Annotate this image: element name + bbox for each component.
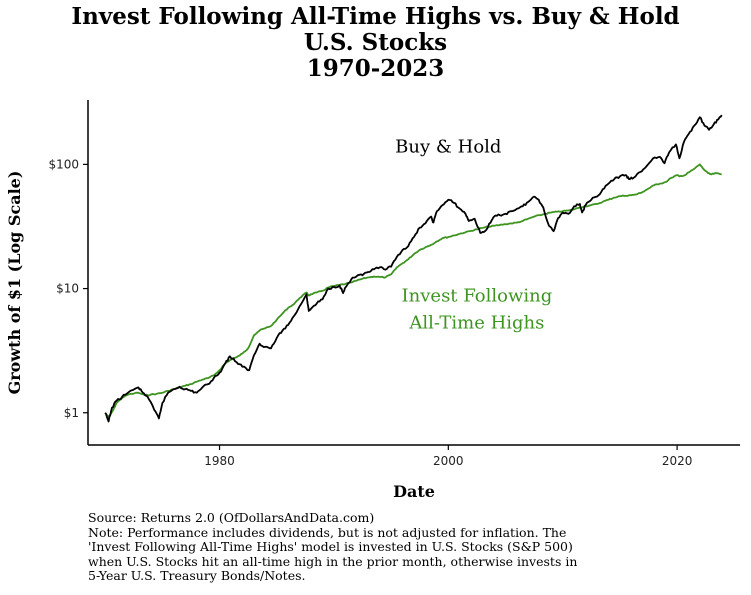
line-chart: $1 $10 $100 1980 2000 2020 Buy & Hold Invest F…	[5, 100, 740, 501]
y-tick-label: $1	[64, 406, 79, 420]
chart-title-line-3: 1970-2023	[306, 55, 445, 82]
annotation-label: Invest Following	[402, 285, 553, 306]
x-tick-label: 2020	[662, 454, 693, 468]
note-line-3: when U.S. Stocks hit an all-time high in…	[88, 553, 578, 569]
source-notes: Source: Returns 2.0 (OfDollarsAndData.co…	[88, 510, 728, 584]
note-line-2: 'Invest Following All-Time Highs' model …	[88, 539, 573, 554]
x-tick-label: 1980	[204, 454, 235, 468]
series-line-buy-and-hold	[104, 114, 723, 423]
x-tick-label: 2000	[433, 454, 464, 468]
y-tick-label: $10	[56, 282, 79, 296]
annotation-label: Buy & Hold	[395, 136, 501, 157]
chart-title-line-1: Invest Following All-Time Highs vs. Buy …	[71, 3, 680, 30]
annotation-label: All-Time Highs	[408, 313, 544, 334]
series-line-invest-following-ath	[104, 163, 722, 419]
note-line-1: Note: Performance includes dividends, bu…	[88, 524, 567, 540]
chart-title-line-2: U.S. Stocks	[303, 29, 448, 56]
source-line: Source: Returns 2.0 (OfDollarsAndData.co…	[88, 510, 375, 525]
y-axis-title: Growth of $1 (Log Scale)	[5, 171, 24, 395]
y-tick-label: $100	[48, 157, 79, 171]
x-axis-title: Date	[393, 482, 435, 501]
note-line-4: 5-Year U.S. Treasury Bonds/Notes.	[88, 568, 306, 583]
